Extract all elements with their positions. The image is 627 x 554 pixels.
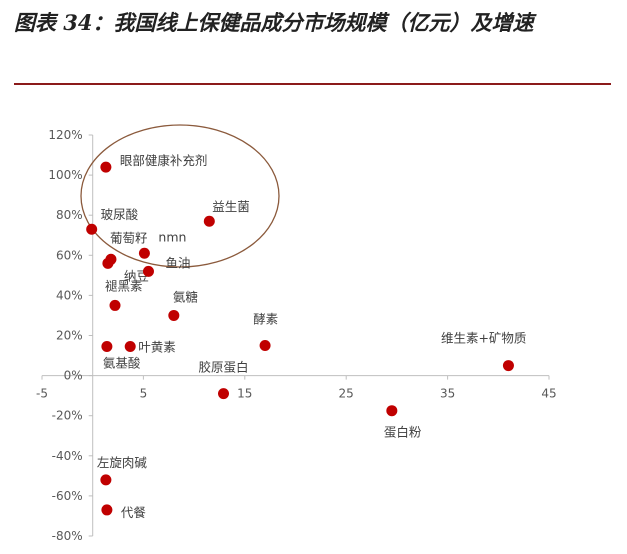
data-label: 氨基酸 xyxy=(103,356,141,371)
y-tick-label: 80% xyxy=(56,208,83,222)
x-tick-label: 15 xyxy=(237,387,252,401)
data-label: 胶原蛋白 xyxy=(198,360,248,375)
figure-title: 图表 34：我国线上保健品成分市场规模（亿元）及增速 xyxy=(14,10,534,35)
data-point xyxy=(142,265,154,277)
title-divider xyxy=(14,83,611,85)
data-label: 代餐 xyxy=(121,505,147,520)
data-label: 维生素+矿物质 xyxy=(441,331,526,346)
data-label: 纳豆 xyxy=(124,268,149,283)
data-point xyxy=(138,247,150,259)
y-tick-label: -80% xyxy=(52,529,83,543)
data-label: 蛋白粉 xyxy=(384,425,422,440)
y-tick-label: 40% xyxy=(56,288,83,302)
data-point xyxy=(102,257,114,269)
data-label: 益生菌 xyxy=(212,199,250,214)
data-point xyxy=(109,299,121,311)
y-tick-label: 100% xyxy=(48,168,82,182)
x-tick-label: 35 xyxy=(440,387,455,401)
data-point xyxy=(86,223,98,235)
data-label: 左旋肉碱 xyxy=(97,455,148,470)
data-point xyxy=(218,388,230,400)
x-tick-label: 45 xyxy=(541,387,556,401)
y-tick-label: 20% xyxy=(56,329,83,343)
y-tick-label: -60% xyxy=(52,489,83,503)
y-tick-label: -20% xyxy=(52,409,83,423)
data-point xyxy=(101,504,113,516)
data-point xyxy=(100,161,112,173)
data-point xyxy=(259,340,271,352)
y-tick-label: 0% xyxy=(64,369,83,383)
data-point xyxy=(100,474,112,486)
data-label: 葡萄籽 xyxy=(110,230,148,245)
y-tick-label: 60% xyxy=(56,248,83,262)
x-tick-label: 25 xyxy=(339,387,354,401)
data-label: 叶黄素 xyxy=(138,340,176,355)
data-label: 玻尿酸 xyxy=(101,207,139,222)
data-label: 褪黑素 xyxy=(105,278,143,293)
data-point xyxy=(203,215,215,227)
highlight-ellipse xyxy=(80,124,280,268)
data-point xyxy=(101,341,113,353)
figure-title-block: 图表 34：我国线上保健品成分市场规模（亿元）及增速 xyxy=(14,6,614,40)
data-label: 氨糖 xyxy=(173,289,199,304)
data-point xyxy=(124,341,136,353)
data-label: 鱼油 xyxy=(165,255,190,270)
data-label: 眼部健康补充剂 xyxy=(120,153,208,168)
x-tick-label: -5 xyxy=(36,387,48,401)
data-point xyxy=(502,360,514,372)
y-tick-label: 120% xyxy=(48,128,82,142)
data-point xyxy=(386,405,398,417)
data-label: nmn xyxy=(158,229,186,244)
y-tick-label: -40% xyxy=(52,449,83,463)
x-tick-label: 5 xyxy=(140,387,148,401)
data-point xyxy=(168,309,180,321)
data-label: 酵素 xyxy=(253,312,278,327)
chart-layer: 120% 100% 80% 60% 40% 20% 0% -20% -40% -60% -80% -5… xyxy=(36,124,557,543)
